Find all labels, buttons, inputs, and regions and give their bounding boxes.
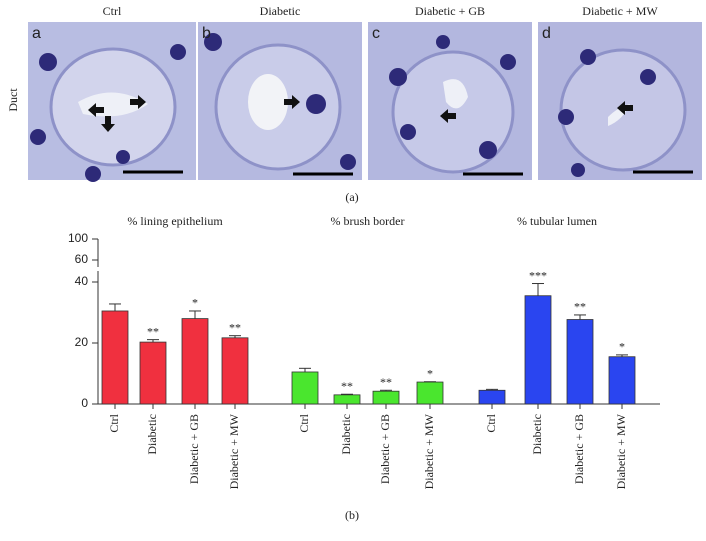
significance: ** [229, 320, 241, 334]
significance: ** [341, 379, 353, 393]
bar [333, 394, 361, 405]
panel-title: Diabetic [260, 4, 301, 18]
group-title: % brush border [331, 214, 405, 228]
panel-letter: d [542, 25, 551, 42]
significance: ** [574, 300, 586, 314]
y-tick-label: 40 [75, 274, 89, 288]
panel-title: Diabetic + GB [415, 4, 485, 18]
significance: ** [380, 375, 392, 389]
panel-title: Diabetic + MW [582, 4, 658, 18]
significance: ** [147, 324, 159, 338]
bar [478, 389, 506, 405]
bar [221, 337, 249, 405]
micrograph [538, 22, 702, 180]
bar [291, 371, 319, 405]
x-tick-label: Diabetic + MW [422, 413, 436, 489]
x-tick-label: Ctrl [107, 413, 121, 432]
bar [101, 310, 129, 405]
y-tick-label: 0 [81, 396, 88, 410]
x-tick-label: Diabetic + MW [227, 413, 241, 489]
caption: (b) [345, 508, 359, 522]
bar [181, 318, 209, 405]
x-tick-label: Ctrl [297, 413, 311, 432]
significance: * [619, 340, 625, 354]
caption: (a) [345, 190, 358, 204]
x-tick-label: Ctrl [484, 413, 498, 432]
significance: * [192, 296, 198, 310]
x-tick-label: Diabetic + GB [187, 414, 201, 484]
panel-letter: c [372, 25, 380, 42]
x-tick-label: Diabetic [339, 414, 353, 455]
bar [416, 381, 444, 405]
bar [372, 390, 400, 405]
x-tick-label: Diabetic [145, 414, 159, 455]
significance: *** [529, 268, 547, 282]
row-label: Duct [6, 88, 20, 112]
micrographs [28, 22, 702, 182]
x-tick-label: Diabetic + MW [614, 413, 628, 489]
panel-letter: b [202, 25, 211, 42]
y-tick-label: 100 [68, 231, 88, 245]
bar [608, 356, 636, 405]
bar [524, 295, 552, 405]
micrograph [368, 22, 532, 180]
bar [139, 341, 167, 405]
panel-title: Ctrl [103, 4, 122, 18]
panel-letter: a [32, 25, 41, 42]
micrograph [198, 22, 362, 180]
micrograph [28, 22, 196, 182]
y-tick-label: 20 [75, 335, 89, 349]
significance: * [427, 366, 433, 380]
bar [566, 319, 594, 405]
x-tick-label: Diabetic [530, 414, 544, 455]
group-title: % tubular lumen [517, 214, 597, 228]
group-title: % lining epithelium [127, 214, 223, 228]
x-tick-label: Diabetic + GB [572, 414, 586, 484]
y-tick-label: 60 [75, 252, 89, 266]
x-tick-label: Diabetic + GB [378, 414, 392, 484]
